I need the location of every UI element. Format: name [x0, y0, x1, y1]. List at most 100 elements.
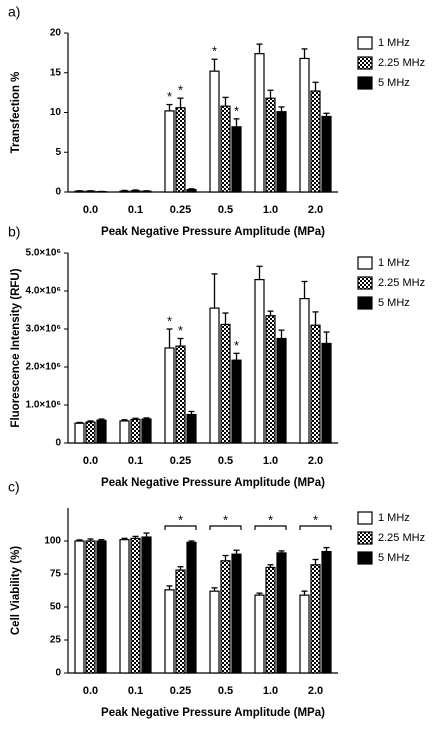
- x-tick-label: 0.1: [128, 204, 143, 216]
- legend-label: 2.25 MHz: [378, 277, 425, 289]
- legend-swatch: [357, 56, 373, 70]
- bar: [141, 418, 152, 444]
- y-tick-label: 15: [50, 67, 62, 78]
- bar: [254, 594, 265, 674]
- bar: [231, 359, 242, 444]
- bar: [141, 190, 152, 193]
- y-tick-label: 0: [55, 668, 61, 679]
- bar: [220, 105, 231, 193]
- x-tick-label: 0.5: [218, 685, 233, 697]
- significance-mark: *: [178, 83, 183, 98]
- legend-swatch: [357, 296, 373, 310]
- bar: [85, 540, 96, 674]
- y-tick-label: 2.0×10⁶: [26, 362, 61, 373]
- bar: [231, 553, 242, 674]
- significance-mark: *: [167, 313, 172, 328]
- x-tick-label: 1.0: [263, 455, 278, 467]
- bar: [231, 126, 242, 193]
- bar: [74, 540, 85, 674]
- y-axis-title: Fluorescence Intensity (RFU): [10, 268, 22, 427]
- significance-mark: *: [223, 512, 228, 527]
- bar: [119, 420, 130, 444]
- significance-mark: *: [178, 512, 183, 527]
- bar: [96, 540, 107, 674]
- bar: [321, 115, 332, 193]
- x-tick-label: 2.0: [308, 685, 323, 697]
- legend-swatch: [357, 551, 373, 565]
- legend-swatch: [357, 76, 373, 90]
- bar: [175, 345, 186, 444]
- legend-swatch: [357, 36, 373, 50]
- bar: [321, 342, 332, 444]
- legend-label: 5 MHz: [378, 297, 410, 309]
- x-tick-label: 0.5: [218, 204, 233, 216]
- bar: [209, 307, 220, 444]
- bar: [265, 566, 276, 674]
- y-tick-label: 25: [50, 635, 62, 646]
- bar: [254, 279, 265, 444]
- legend-swatch: [357, 276, 373, 290]
- significance-bracket: [254, 525, 287, 530]
- y-tick-label: 3.0×10⁶: [26, 324, 61, 335]
- panel-label: c): [8, 479, 20, 495]
- bar: [74, 422, 85, 444]
- x-tick-label: 0.0: [83, 685, 98, 697]
- significance-mark: *: [313, 512, 318, 527]
- legend-swatch: [357, 531, 373, 545]
- legend-label: 5 MHz: [378, 77, 410, 89]
- bar: [220, 323, 231, 444]
- bar: [175, 107, 186, 193]
- bar: [186, 541, 197, 674]
- bar: [74, 190, 85, 193]
- legend-label: 5 MHz: [378, 552, 410, 564]
- y-tick-label: 20: [50, 28, 62, 39]
- legend-label: 2.25 MHz: [378, 532, 425, 544]
- y-tick-label: 100: [44, 536, 61, 547]
- bar: [130, 190, 141, 193]
- y-tick-label: 0: [55, 187, 61, 198]
- y-tick-label: 0: [55, 438, 61, 449]
- bar: [209, 590, 220, 674]
- y-tick-label: 10: [50, 107, 62, 118]
- bar: [310, 324, 321, 444]
- significance-bracket: [164, 525, 197, 530]
- x-tick-label: 0.1: [128, 685, 143, 697]
- bar: [321, 550, 332, 674]
- bar: [141, 536, 152, 674]
- x-tick-label: 0.1: [128, 455, 143, 467]
- bar: [119, 190, 130, 193]
- bar: [254, 53, 265, 193]
- y-tick-label: 1.0×10⁶: [26, 400, 61, 411]
- bar: [130, 537, 141, 674]
- bar: [164, 347, 175, 444]
- bar: [175, 569, 186, 674]
- y-tick-label: 75: [50, 569, 62, 580]
- legend-label: 1 MHz: [378, 512, 410, 524]
- x-axis-title: Peak Negative Pressure Amplitude (MPa): [101, 477, 325, 489]
- x-tick-label: 2.0: [308, 204, 323, 216]
- bar: [299, 57, 310, 193]
- y-tick-label: 5: [55, 147, 61, 158]
- bar: [186, 189, 197, 193]
- bar: [310, 564, 321, 674]
- bar: [299, 594, 310, 674]
- y-axis-title: Transfection %: [10, 72, 22, 154]
- bar: [96, 419, 107, 444]
- significance-mark: *: [234, 103, 239, 118]
- legend-swatch: [357, 511, 373, 525]
- bar: [164, 589, 175, 674]
- bar: [85, 190, 96, 193]
- y-tick-label: 5.0×10⁶: [26, 248, 61, 259]
- legend-swatch: [357, 256, 373, 270]
- legend-label: 1 MHz: [378, 37, 410, 49]
- bar: [119, 539, 130, 674]
- panel-label: b): [8, 224, 20, 240]
- significance-mark: *: [178, 323, 183, 338]
- x-tick-label: 1.0: [263, 685, 278, 697]
- legend-label: 1 MHz: [378, 257, 410, 269]
- significance-bracket: [299, 525, 332, 530]
- x-tick-label: 0.5: [218, 455, 233, 467]
- legend-label: 2.25 MHz: [378, 57, 425, 69]
- x-tick-label: 0.0: [83, 455, 98, 467]
